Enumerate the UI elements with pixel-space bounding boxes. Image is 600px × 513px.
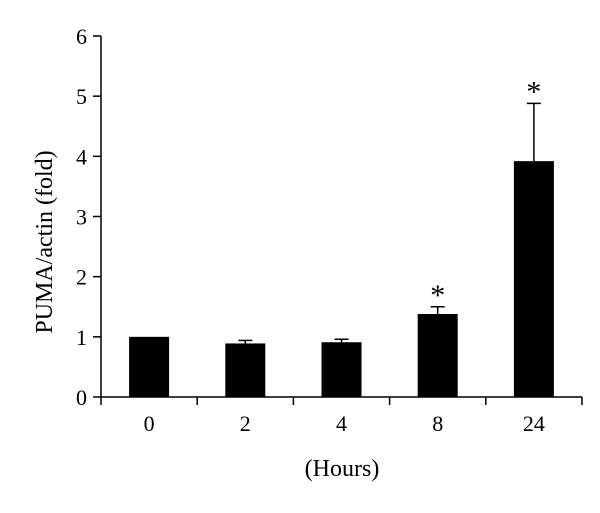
significance-marker: * bbox=[526, 75, 541, 108]
x-tick-label: 24 bbox=[523, 411, 545, 436]
x-tick-label: 8 bbox=[432, 411, 443, 436]
bar bbox=[513, 161, 554, 397]
x-tick-label: 0 bbox=[144, 411, 155, 436]
x-tick-label: 4 bbox=[336, 411, 347, 436]
y-tick-label: 0 bbox=[76, 385, 87, 410]
y-tick-label: 6 bbox=[76, 24, 87, 49]
y-tick-label: 5 bbox=[76, 84, 87, 109]
bars bbox=[129, 161, 554, 397]
x-axis-title: (Hours) bbox=[305, 456, 380, 482]
y-axis-title: PUMA/actin (fold) bbox=[32, 150, 58, 333]
significance-marker: * bbox=[430, 279, 445, 312]
bar bbox=[225, 343, 266, 397]
axes bbox=[93, 35, 583, 405]
y-tick-label: 1 bbox=[76, 325, 87, 350]
bar bbox=[321, 342, 362, 397]
x-tick-label: 2 bbox=[240, 411, 251, 436]
y-tick-label: 2 bbox=[76, 265, 87, 290]
y-tick-label: 4 bbox=[76, 144, 87, 169]
y-tick-label: 3 bbox=[76, 205, 87, 230]
bar bbox=[417, 313, 458, 397]
error-bars bbox=[238, 102, 541, 344]
bar bbox=[129, 336, 170, 397]
